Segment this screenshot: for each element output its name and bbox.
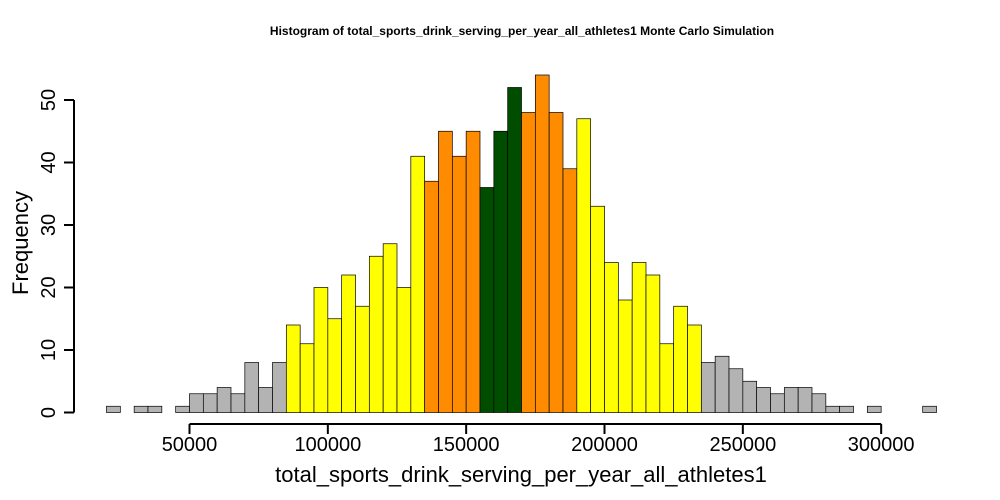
histogram-bar-49 [783,387,799,413]
y-tick-label-5: 50 [38,89,60,111]
y-tick-label-4: 40 [38,151,60,173]
histogram-bar-25 [451,155,467,413]
histogram-bar-37 [617,299,633,413]
histogram-bar-52 [825,405,841,413]
histogram-bar-0 [106,405,121,413]
histogram-bar-47 [756,387,771,413]
histogram-bar-55 [866,405,882,413]
histogram-bar-13 [285,324,301,413]
histogram-bar-31 [534,74,550,413]
x-axis-label: total_sports_drink_serving_per_year_all_… [275,462,767,487]
x-tick-label-1: 100000 [294,434,361,456]
y-tick-label-3: 30 [38,214,60,236]
histogram-bar-3 [147,405,163,413]
histogram-bar-48 [770,393,785,413]
histogram-bar-22 [410,155,426,413]
y-axis: 0 10 20 30 40 50 [38,89,75,418]
histogram-bar-40 [659,343,675,413]
histogram-bar-19 [368,255,384,413]
histogram-bar-18 [355,305,370,413]
histogram-bar-24 [438,130,453,413]
y-axis-label: Frequency [8,191,33,295]
y-tick-label-1: 10 [38,339,60,361]
histogram-bar-53 [839,405,854,413]
chart-title: Histogram of total_sports_drink_serving_… [270,24,774,38]
histogram-bar-2 [133,405,149,413]
x-tick-label-2: 150000 [433,434,500,456]
histogram-bar-43 [700,362,716,413]
histogram-bar-29 [507,87,522,413]
histogram-bar-23 [424,180,439,413]
y-tick-label-2: 20 [38,276,60,298]
histogram-bar-28 [493,130,509,413]
histogram-bar-46 [742,380,758,413]
x-tick-label-4: 250000 [709,434,776,456]
histogram-bar-11 [258,387,273,413]
histogram-bar-44 [714,355,730,413]
histogram-bar-59 [922,405,937,413]
histogram-bar-7 [202,393,218,413]
histogram-bar-36 [604,262,619,413]
histogram-bar-9 [230,393,246,413]
histogram-bar-20 [382,243,398,413]
y-tick-label-0: 0 [38,407,60,418]
histogram-bar-34 [576,118,592,413]
histogram-bar-38 [631,262,647,413]
histogram-bar-51 [811,393,827,413]
histogram-bar-17 [341,274,356,413]
histogram-bars [106,74,937,413]
histogram-bar-5 [175,405,190,413]
histogram-bar-32 [548,112,564,413]
x-tick-label-3: 200000 [571,434,638,456]
x-tick-label-5: 300000 [848,434,915,456]
x-tick-label-0: 50000 [162,434,218,456]
histogram-bar-26 [465,130,481,413]
histogram-bar-33 [562,168,578,413]
histogram-bar-27 [479,187,495,413]
histogram-bar-30 [521,112,536,413]
histogram-bar-10 [244,362,260,413]
histogram-bar-14 [299,343,315,413]
histogram-bar-41 [673,305,688,413]
histogram-bar-21 [396,287,412,413]
histogram-bar-16 [327,318,343,413]
histogram-bar-6 [189,393,204,413]
histogram-bar-42 [687,324,702,413]
histogram-bar-50 [797,387,813,413]
x-axis: 50000 100000 150000 200000 250000 300000 [162,423,915,456]
histogram-bar-35 [590,205,605,413]
histogram-bar-39 [645,274,661,413]
histogram-bar-15 [313,287,329,413]
histogram-bar-12 [272,362,287,413]
histogram-bar-45 [728,368,744,413]
histogram-bar-8 [216,387,232,413]
